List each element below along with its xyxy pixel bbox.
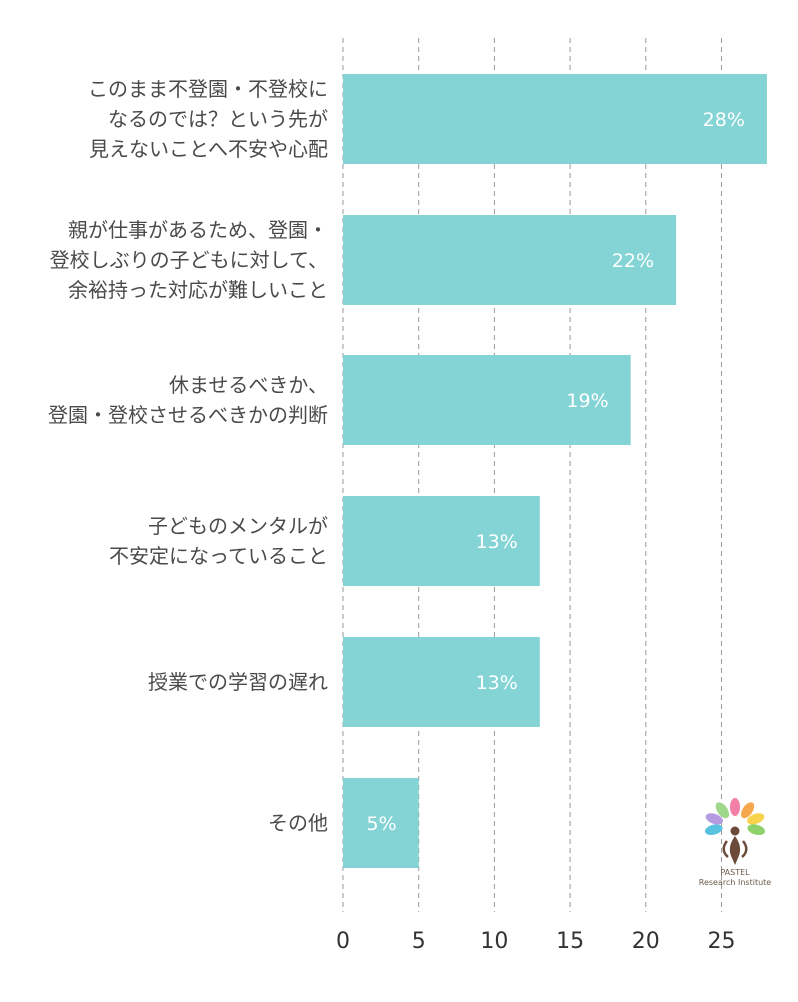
category-label-line: 親が仕事があるため、登園・ (68, 218, 328, 242)
bar-value-label: 5% (367, 813, 397, 835)
category-label-line: なるのでは？という先が (108, 107, 328, 131)
gridlines (342, 38, 722, 912)
logo-petal (705, 813, 723, 825)
bar-value-label: 13% (476, 531, 518, 553)
category-label-line: このまま不登園・不登校に (88, 77, 328, 101)
category-label-line: 不安定になっていること (109, 544, 328, 568)
logo-text-line2: Research Institute (699, 878, 772, 887)
logo-petal (747, 813, 765, 825)
category-label-line: 見えないことへ不安や心配 (89, 137, 328, 161)
bar-value-label: 22% (612, 250, 654, 272)
bar-value-label: 13% (476, 672, 518, 694)
category-label-line: 登校しぶりの子どもに対して、 (50, 248, 328, 272)
bar-value-label: 28% (703, 109, 745, 131)
category-label: その他 (268, 811, 328, 835)
bars (343, 74, 767, 868)
bar (343, 215, 677, 305)
category-label: 授業での学習の遅れ (148, 670, 328, 694)
bar (343, 637, 540, 727)
x-tick-label: 20 (632, 929, 660, 954)
x-axis-ticks: 0 5 10 15 20 25 (336, 929, 736, 954)
category-label-line: 登園・登校させるべきかの判断 (48, 403, 328, 427)
x-tick-label: 0 (336, 929, 350, 954)
bar-value-label: 19% (566, 390, 608, 412)
logo-figure-icon (722, 826, 748, 865)
x-tick-label: 25 (708, 929, 736, 954)
logo-petals (704, 798, 766, 836)
category-label: 親が仕事があるため、登園・登校しぶりの子どもに対して、余裕持った対応が難しいこと (50, 218, 328, 302)
category-label-line: 子どものメンタルが (148, 514, 328, 538)
x-tick-label: 5 (412, 929, 426, 954)
bar (343, 74, 767, 164)
value-labels: 28% 22% 19% 13% 13% 5% (367, 109, 745, 835)
category-label-line: 余裕持った対応が難しいこと (68, 278, 328, 302)
bar (343, 355, 631, 445)
x-tick-label: 15 (556, 929, 584, 954)
logo-petal (715, 802, 729, 819)
category-label: このまま不登園・不登校になるのでは？という先が見えないことへ不安や心配 (88, 77, 328, 161)
bar (343, 496, 540, 586)
logo-text-line1: PASTEL (720, 868, 750, 877)
logo-petal (730, 798, 740, 816)
category-label-line: その他 (268, 811, 328, 835)
logo-petal (747, 824, 766, 836)
logo-petal (704, 824, 723, 836)
bar (343, 778, 419, 868)
category-label: 休ませるべきか、登園・登校させるべきかの判断 (48, 373, 328, 427)
logo-petal (741, 802, 755, 819)
pastel-logo: PASTEL Research Institute (699, 798, 772, 887)
category-label-line: 授業での学習の遅れ (148, 670, 328, 694)
x-tick-label: 10 (480, 929, 508, 954)
category-labels: このまま不登園・不登校になるのでは？という先が見えないことへ不安や心配親が仕事が… (48, 77, 328, 835)
category-label: 子どものメンタルが不安定になっていること (109, 514, 328, 568)
category-label-line: 休ませるべきか、 (169, 373, 328, 397)
